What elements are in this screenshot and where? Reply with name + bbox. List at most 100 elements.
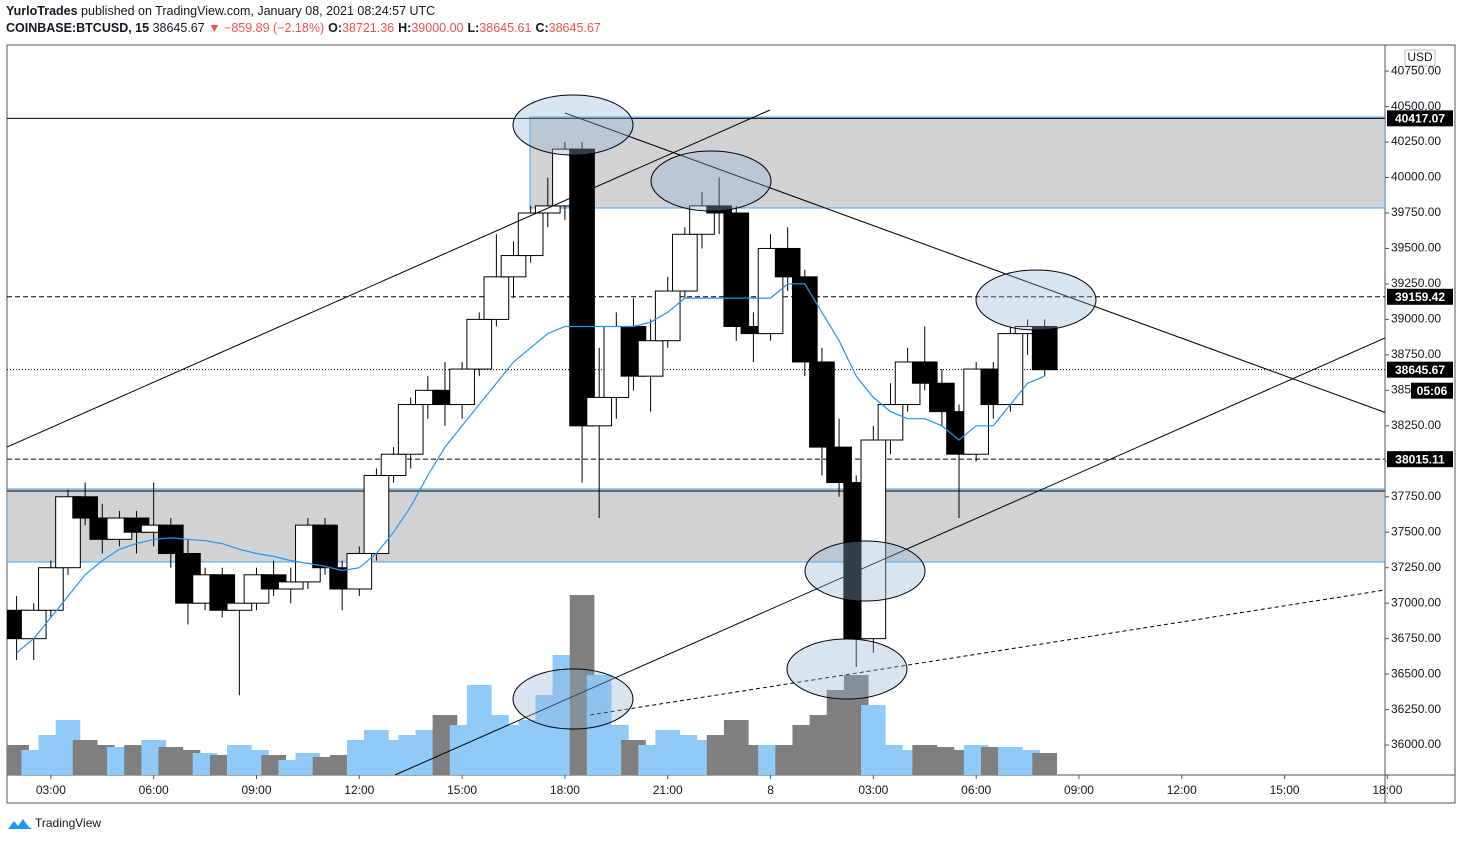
logo: TradingView [8, 816, 101, 830]
ohlc-value: 38721.36 [342, 21, 394, 35]
x-tick-label: 09:00 [1064, 783, 1094, 797]
level-label: 40417.07 [1395, 112, 1445, 126]
ohlc-value: 39000.00 [411, 21, 463, 35]
candle-body [791, 276, 818, 363]
candle-body [569, 148, 595, 427]
candle-body [809, 361, 835, 448]
candle-body [38, 567, 64, 611]
y-tick-label: 38250.00 [1391, 418, 1441, 432]
candle-body [157, 524, 184, 555]
x-tick-label: 03:00 [858, 783, 888, 797]
moving-average [16, 283, 1045, 654]
zone [7, 488, 1385, 563]
y-tick-label: 39250.00 [1391, 276, 1441, 290]
y-tick-label: 39000.00 [1391, 312, 1441, 326]
candle-body [877, 404, 904, 441]
ohlc-key: H: [398, 21, 411, 35]
trendline [564, 112, 1385, 413]
header: YurloTrades published on TradingView.com… [6, 4, 435, 18]
change: ▼ −859.89 (−2.18%) [208, 21, 324, 35]
y-tick-label: 40000.00 [1391, 170, 1441, 184]
countdown-box [1411, 382, 1453, 399]
candle-body [517, 212, 544, 257]
candle-body [55, 496, 81, 569]
x-tick-label: 12:00 [344, 783, 374, 797]
candle-body [637, 340, 664, 377]
logo-icon [8, 819, 32, 829]
candle-body [672, 233, 698, 292]
candle-body [723, 212, 750, 328]
level-label: 39159.42 [1395, 290, 1445, 304]
x-tick-label: 15:00 [447, 783, 477, 797]
frame [6, 44, 1456, 804]
x-tick-label: 12:00 [1167, 783, 1197, 797]
candle-body [466, 318, 493, 370]
ohlc-key: L: [467, 21, 479, 35]
publisher: YurloTrades [6, 4, 78, 18]
currency-box [1404, 49, 1436, 67]
symbol: COINBASE:BTCUSD, 15 [6, 21, 149, 35]
y-tick-label: 38750.00 [1391, 347, 1441, 361]
candle-body [500, 255, 527, 278]
candle-body [20, 609, 47, 640]
candle-body [774, 247, 801, 278]
candle-body [929, 382, 955, 413]
y-tick-label: 40750.00 [1391, 63, 1441, 77]
y-tick-label: 37750.00 [1391, 489, 1441, 503]
y-tick-label: 39750.00 [1391, 205, 1441, 219]
zone [529, 116, 1385, 209]
y-tick-label: 36750.00 [1391, 631, 1441, 645]
trendline [394, 337, 1385, 775]
ohlc-key: C: [535, 21, 548, 35]
trendline [589, 589, 1385, 716]
candle-body [72, 496, 98, 519]
level-label-box [1387, 110, 1453, 127]
x-tick-label: 21:00 [653, 783, 683, 797]
countdown: 05:06 [1417, 384, 1448, 398]
y-tick-label: 36000.00 [1391, 737, 1441, 751]
x-tick-label: 03:00 [36, 783, 66, 797]
candle-body [312, 524, 338, 569]
candle-body [654, 290, 681, 342]
candle-body [534, 205, 561, 214]
y-tick-label: 37250.00 [1391, 560, 1441, 574]
y-tick-label: 39500.00 [1391, 241, 1441, 255]
y-tick-label: 40250.00 [1391, 134, 1441, 148]
last-price-label-box [1387, 361, 1453, 378]
ohlc-value: 38645.61 [479, 21, 531, 35]
trendline [7, 109, 771, 448]
candle-body [997, 333, 1024, 406]
y-tick-label: 36500.00 [1391, 666, 1441, 680]
y-tick-label: 37000.00 [1391, 595, 1441, 609]
candle-body [860, 439, 887, 640]
x-tick-label: 8 [767, 783, 774, 797]
ellipse [786, 638, 908, 700]
level-label-box [1387, 451, 1453, 468]
ellipse [512, 668, 634, 730]
candle-body [380, 453, 407, 476]
x-tick-label: 18:00 [550, 783, 580, 797]
ellipse [650, 150, 772, 212]
candle-body [826, 446, 852, 484]
candle-body [277, 581, 304, 590]
ellipse [512, 94, 634, 156]
ohlc-value: 38645.67 [549, 21, 601, 35]
x-tick-label: 06:00 [139, 783, 169, 797]
level-label-box [1387, 288, 1453, 305]
plot [7, 116, 1385, 775]
drawings [7, 94, 1385, 775]
candle-body [1031, 326, 1058, 371]
candle-body [363, 474, 390, 555]
currency: USD [1407, 50, 1433, 64]
x-tick-label: 18:00 [1372, 783, 1402, 797]
candle-body [911, 361, 938, 384]
y-tick-label: 37500.00 [1391, 524, 1441, 538]
ellipse [975, 269, 1097, 331]
x-tick-label: 06:00 [961, 783, 991, 797]
symbol-legend: COINBASE:BTCUSD, 15 38645.67 ▼ −859.89 (… [6, 21, 601, 35]
candle-body [397, 404, 424, 455]
y-tick-label: 36250.00 [1391, 702, 1441, 716]
candle-body [449, 368, 475, 406]
x-tick-label: 15:00 [1270, 783, 1300, 797]
